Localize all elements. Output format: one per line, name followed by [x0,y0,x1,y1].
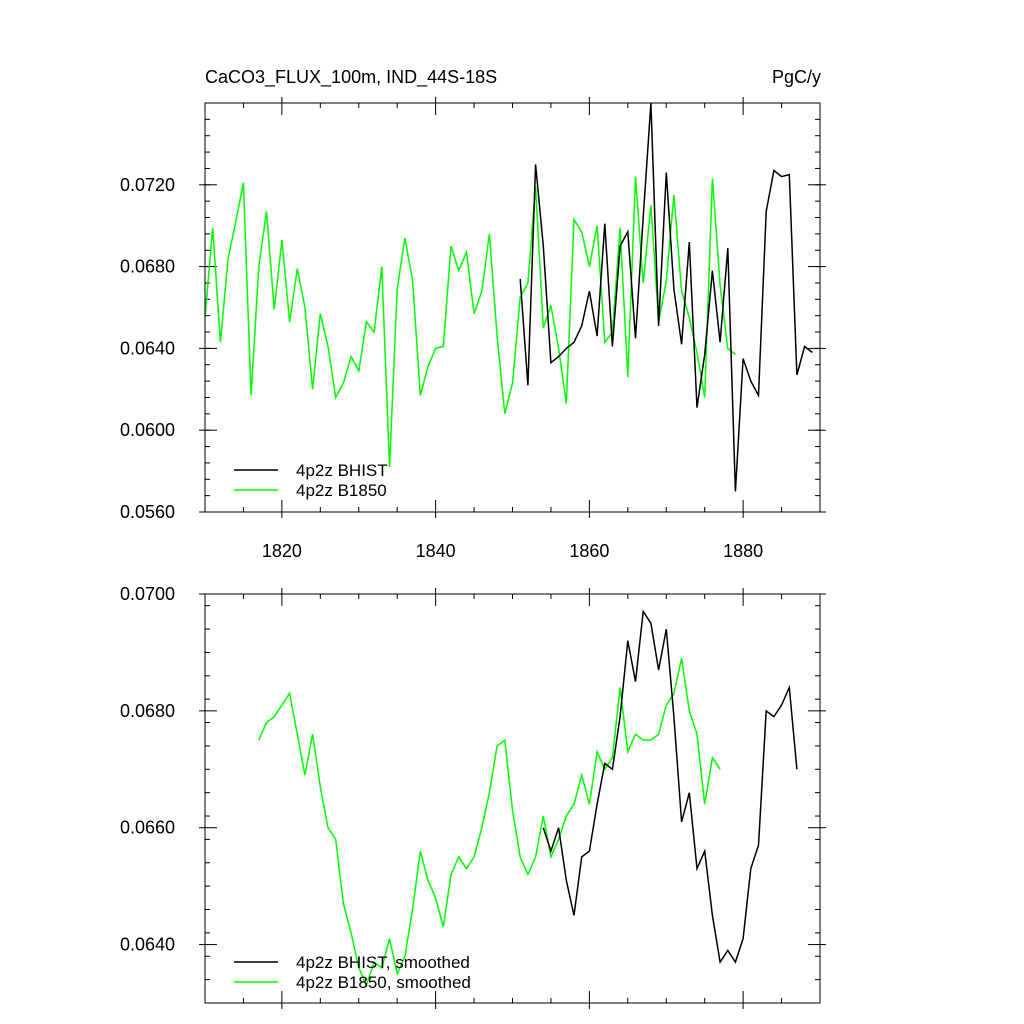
y-tick-label: 0.0720 [120,175,175,195]
bottom-axis-ticks: 0.0640 0.0660 0.0680 0.0700 [120,584,826,1009]
y-tick-label: 0.0640 [120,935,175,955]
series-line-4p2z-b1850-smoothed [258,658,721,988]
legend-label-bhist-smoothed: 4p2z BHIST, smoothed [296,953,470,972]
bottom-legend: 4p2z BHIST, smoothed 4p2z B1850, smoothe… [234,953,471,992]
y-tick-label: 0.0660 [120,818,175,838]
x-tick-label: 1880 [723,541,763,561]
y-tick-label: 0.0600 [120,420,175,440]
y-tick-label: 0.0680 [120,257,175,277]
bottom-plot-frame [204,593,821,1004]
x-tick-label: 1840 [416,541,456,561]
top-series-group [204,102,813,492]
y-tick-label: 0.0700 [120,584,175,604]
top-axis-ticks: 1820 1840 1860 1880 0.0560 0.0600 0.0640 0.0680… [120,97,826,561]
series-line-4p2z-bhist [519,102,813,492]
series-line-4p2z-bhist-smoothed [542,609,798,965]
bottom-panel: 0.0640 0.0660 0.0680 0.0700 4p2z BHIST, smo… [120,584,826,1009]
x-tick-label: 1860 [569,541,609,561]
legend-label-bhist: 4p2z BHIST [296,461,388,480]
y-tick-label: 0.0680 [120,701,175,721]
x-tick-label: 1820 [262,541,302,561]
top-plot-frame [204,102,821,513]
top-legend: 4p2z BHIST 4p2z B1850 [234,461,388,500]
y-tick-label: 0.0640 [120,338,175,358]
chart-units-label: PgC/y [772,67,821,87]
top-panel: CaCO3_FLUX_100m, IND_44S-18S PgC/y 1820 1… [120,67,826,561]
chart-title-left: CaCO3_FLUX_100m, IND_44S-18S [205,67,497,88]
y-tick-label: 0.0560 [120,502,175,522]
legend-label-b1850-smoothed: 4p2z B1850, smoothed [296,973,471,992]
series-line-4p2z-b1850 [204,176,736,468]
legend-label-b1850: 4p2z B1850 [296,481,387,500]
bottom-series-group [258,609,798,988]
